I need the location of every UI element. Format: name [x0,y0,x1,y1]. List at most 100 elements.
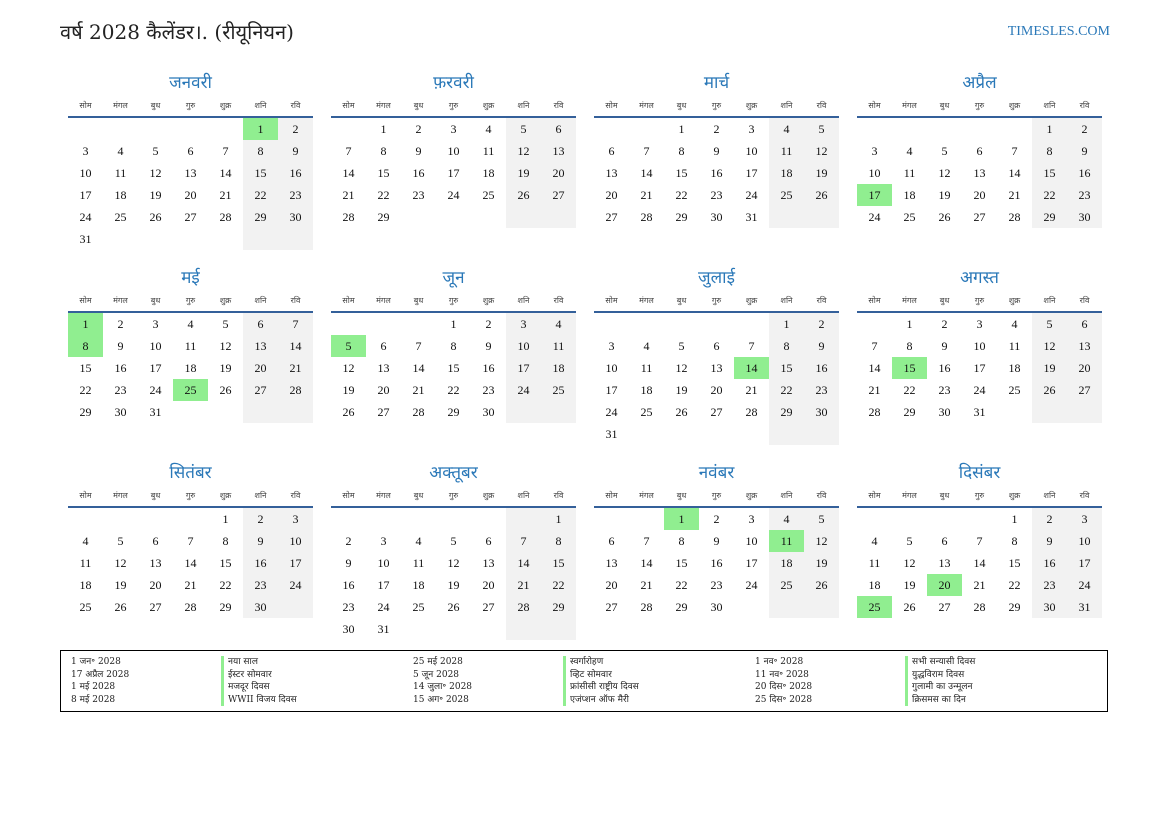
day-cell[interactable]: 28 [342,210,355,224]
day-cell[interactable]: 26 [342,405,355,419]
day-cell[interactable]: 1 [678,122,685,136]
day-cell[interactable]: 20 [243,357,278,379]
day-cell[interactable]: 15 [675,556,688,570]
day-cell[interactable]: 9 [941,339,948,353]
day-cell[interactable]: 5 [450,534,457,548]
day-cell[interactable]: 10 [745,534,758,548]
day-cell[interactable]: 21 [342,188,355,202]
day-cell[interactable]: 8 [1032,140,1067,162]
day-cell[interactable]: 1 [769,313,804,335]
day-cell[interactable]: 2 [713,122,720,136]
day-cell[interactable]: 3 [608,339,615,353]
day-cell[interactable]: 31 [1067,596,1102,618]
day-cell[interactable]: 5 [1032,313,1067,335]
day-cell[interactable]: 11 [640,361,653,375]
day-cell[interactable]: 23 [342,600,355,614]
day-cell[interactable]: 28 [640,600,653,614]
day-cell[interactable]: 21 [278,357,313,379]
day-cell[interactable]: 6 [713,339,720,353]
day-cell[interactable]: 25 [1008,383,1021,397]
day-cell[interactable]: 2 [345,534,352,548]
day-cell[interactable]: 7 [278,313,313,335]
day-cell[interactable]: 19 [938,188,951,202]
day-cell[interactable]: 22 [769,379,804,401]
day-cell[interactable]: 18 [1008,361,1021,375]
day-cell[interactable]: 13 [149,556,162,570]
day-cell[interactable]: 17 [377,578,390,592]
day-cell[interactable]: 30 [1032,596,1067,618]
day-cell[interactable]: 25 [903,210,916,224]
day-cell[interactable]: 5 [678,339,685,353]
day-cell[interactable]: 26 [114,600,127,614]
day-cell[interactable]: 12 [447,556,460,570]
day-cell[interactable]: 6 [243,313,278,335]
day-cell[interactable]: 31 [79,232,92,246]
day-cell[interactable]: 14 [184,556,197,570]
day-cell[interactable]: 27 [149,600,162,614]
day-cell[interactable]: 13 [605,166,618,180]
day-cell[interactable]: 22 [1032,184,1067,206]
day-cell[interactable]: 10 [868,166,881,180]
day-cell[interactable]: 27 [973,210,986,224]
day-cell[interactable]: 15 [377,166,390,180]
day-cell[interactable]: 21 [640,578,653,592]
day-cell[interactable]: 22 [219,578,232,592]
day-cell[interactable]: 20 [605,188,618,202]
day-cell[interactable]: 4 [82,534,89,548]
day-cell[interactable]: 14 [219,166,232,180]
day-cell[interactable]: 16 [114,361,127,375]
day-cell[interactable]: 23 [243,574,278,596]
day-cell[interactable]: 5 [117,534,124,548]
day-cell[interactable]: 13 [710,361,723,375]
day-cell[interactable]: 17 [857,184,892,206]
day-cell[interactable]: 3 [278,508,313,530]
day-cell[interactable]: 8 [541,530,576,552]
day-cell[interactable]: 14 [506,552,541,574]
day-cell[interactable]: 16 [342,578,355,592]
day-cell[interactable]: 29 [769,401,804,423]
day-cell[interactable]: 15 [219,556,232,570]
day-cell[interactable]: 27 [377,405,390,419]
day-cell[interactable]: 1 [68,313,103,335]
site-link[interactable]: TIMESLES.COM [1007,24,1110,39]
day-cell[interactable]: 13 [243,335,278,357]
day-cell[interactable]: 23 [710,188,723,202]
day-cell[interactable]: 27 [605,600,618,614]
day-cell[interactable]: 5 [331,335,366,357]
day-cell[interactable]: 19 [114,578,127,592]
day-cell[interactable]: 21 [640,188,653,202]
day-cell[interactable]: 29 [243,206,278,228]
day-cell[interactable]: 2 [804,313,839,335]
day-cell[interactable]: 8 [906,339,913,353]
day-cell[interactable]: 22 [377,188,390,202]
day-cell[interactable]: 22 [541,574,576,596]
day-cell[interactable]: 20 [541,162,576,184]
day-cell[interactable]: 21 [184,578,197,592]
day-cell[interactable]: 9 [243,530,278,552]
day-cell[interactable]: 25 [769,574,804,596]
day-cell[interactable]: 14 [640,556,653,570]
day-cell[interactable]: 7 [643,144,650,158]
day-cell[interactable]: 10 [447,144,460,158]
day-cell[interactable]: 24 [447,188,460,202]
day-cell[interactable]: 10 [973,339,986,353]
day-cell[interactable]: 19 [1032,357,1067,379]
day-cell[interactable]: 23 [938,383,951,397]
day-cell[interactable]: 6 [1067,313,1102,335]
day-cell[interactable]: 30 [710,600,723,614]
day-cell[interactable]: 12 [149,166,162,180]
day-cell[interactable]: 4 [485,122,492,136]
day-cell[interactable]: 5 [804,118,839,140]
day-cell[interactable]: 1 [380,122,387,136]
day-cell[interactable]: 15 [447,361,460,375]
day-cell[interactable]: 17 [149,361,162,375]
day-cell[interactable]: 26 [506,184,541,206]
day-cell[interactable]: 3 [506,313,541,335]
day-cell[interactable]: 15 [541,552,576,574]
day-cell[interactable]: 26 [675,405,688,419]
day-cell[interactable]: 18 [903,188,916,202]
day-cell[interactable]: 5 [906,534,913,548]
day-cell[interactable]: 25 [482,188,495,202]
day-cell[interactable]: 10 [377,556,390,570]
day-cell[interactable]: 12 [114,556,127,570]
